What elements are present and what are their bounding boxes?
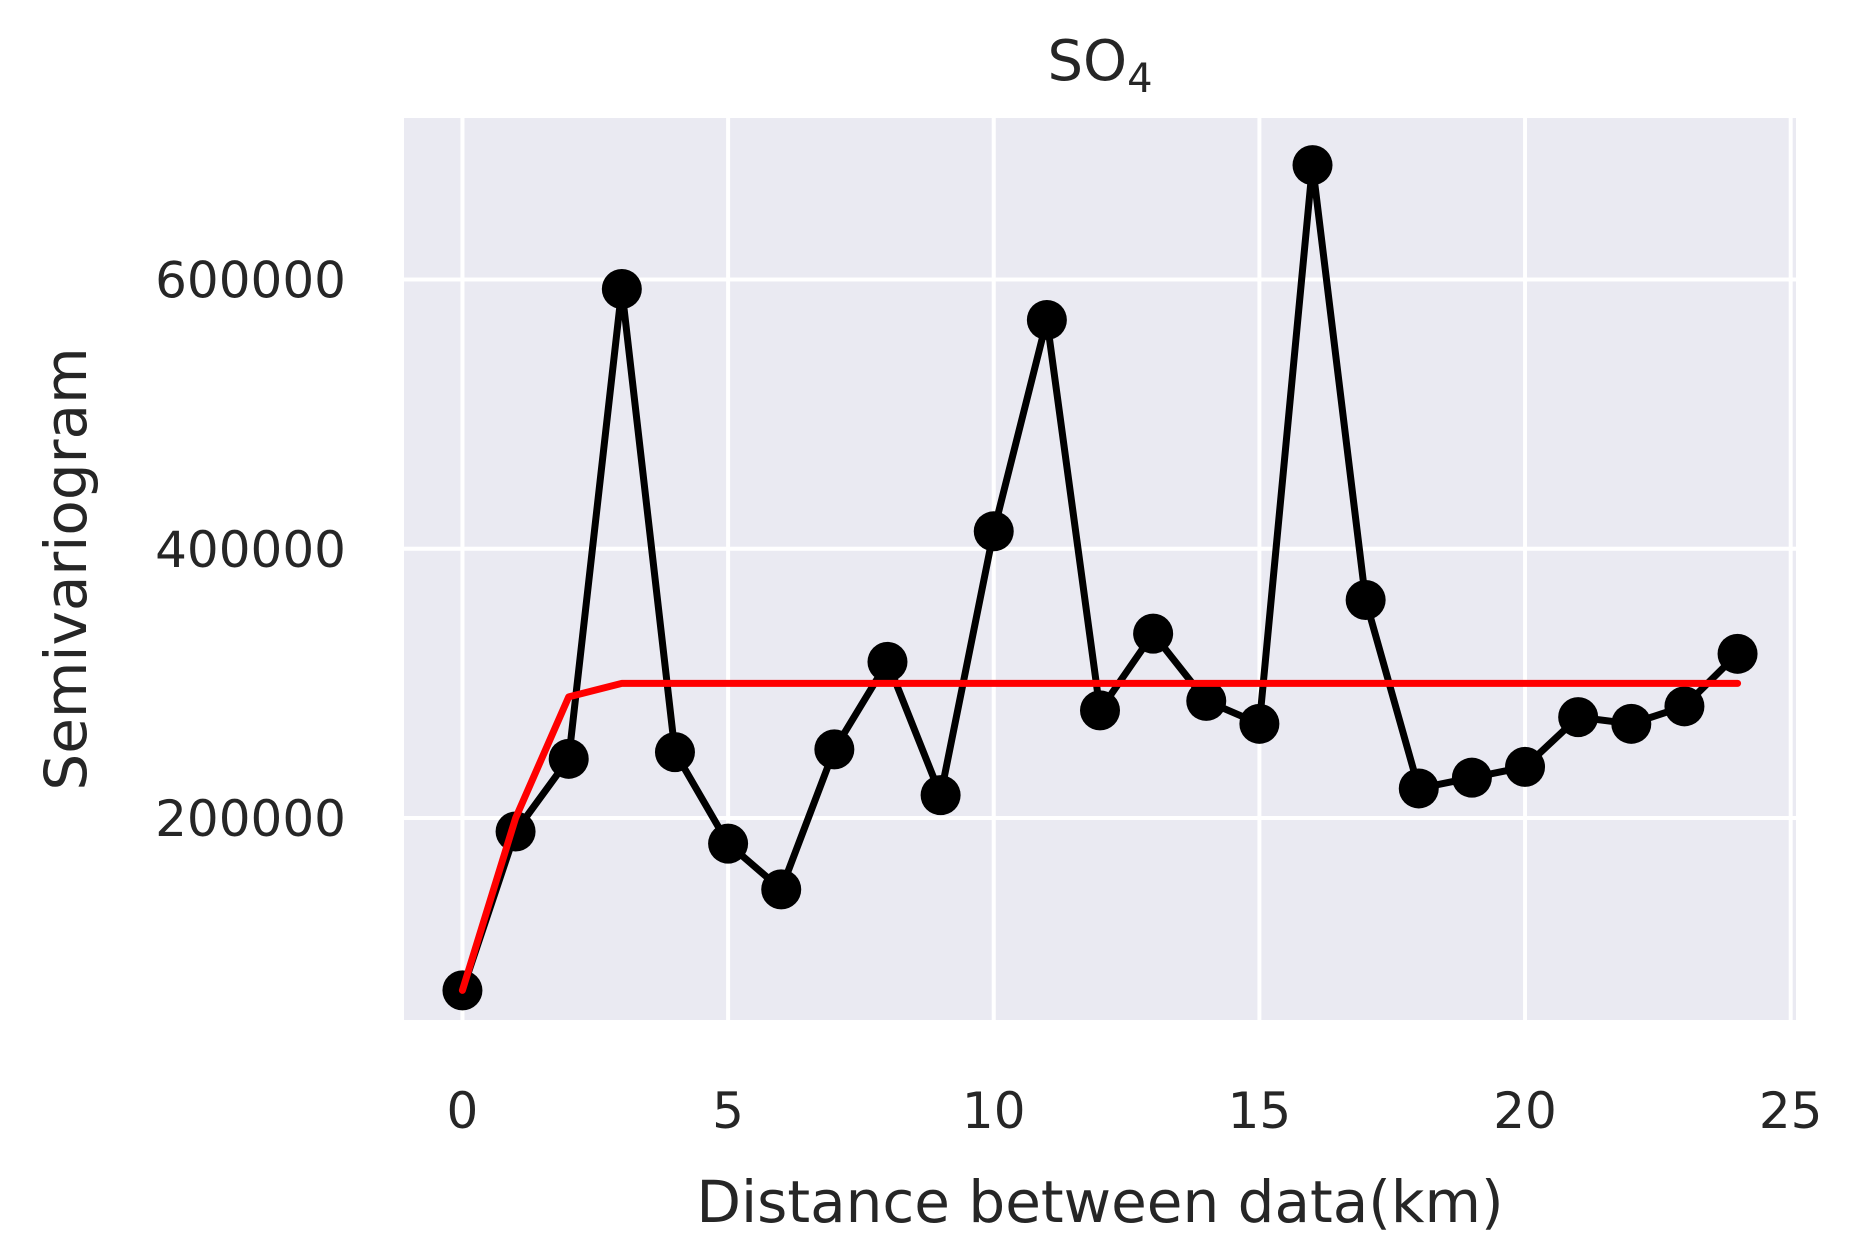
chart-title-subscript: 4: [1127, 56, 1152, 102]
data-point: [1345, 579, 1386, 620]
model-series: [458, 679, 1742, 994]
data-point: [1186, 680, 1227, 721]
data-series: [442, 145, 1758, 1011]
y-axis-label: Semivariogram: [32, 347, 100, 790]
x-tick-label: 0: [447, 1082, 479, 1140]
x-tick-label: 5: [712, 1082, 744, 1140]
data-point: [1239, 703, 1280, 744]
y-tick-label: 400000: [155, 521, 346, 579]
data-point: [814, 729, 855, 770]
tick-labels: 0 5 10 15 20 25 200000 400000 600000: [155, 252, 1822, 1140]
x-axis-label: Distance between data(km): [696, 1168, 1503, 1236]
data-point: [1080, 690, 1120, 731]
model-fit-line: [458, 679, 1742, 994]
experimental-series: [442, 145, 1758, 1011]
data-point: [1611, 703, 1652, 744]
x-tick-label: 10: [962, 1082, 1026, 1140]
x-tick-label: 25: [1759, 1082, 1823, 1140]
data-point: [1292, 145, 1333, 186]
y-tick-label: 200000: [155, 790, 346, 848]
data-point: [601, 268, 642, 309]
x-tick-label: 15: [1228, 1082, 1292, 1140]
grid-lines: [404, 118, 1796, 1020]
data-point: [920, 775, 961, 816]
data-point: [548, 738, 589, 779]
plot-background: [404, 118, 1796, 1020]
data-point: [654, 732, 695, 773]
data-point: [1451, 757, 1492, 798]
data-point: [1664, 686, 1705, 727]
data-point: [708, 823, 749, 864]
y-tick-label: 600000: [155, 252, 346, 310]
data-point: [1026, 299, 1067, 340]
data-point: [1133, 613, 1174, 654]
data-point: [761, 869, 802, 910]
data-point: [1398, 768, 1439, 809]
data-point: [1717, 633, 1758, 674]
chart-title-main: SO: [1047, 29, 1127, 94]
data-point: [867, 641, 908, 682]
data-point: [1505, 746, 1546, 787]
x-tick-label: 20: [1493, 1082, 1557, 1140]
data-point: [973, 511, 1014, 552]
chart-title: SO4: [1047, 29, 1152, 102]
data-point: [1558, 697, 1599, 738]
